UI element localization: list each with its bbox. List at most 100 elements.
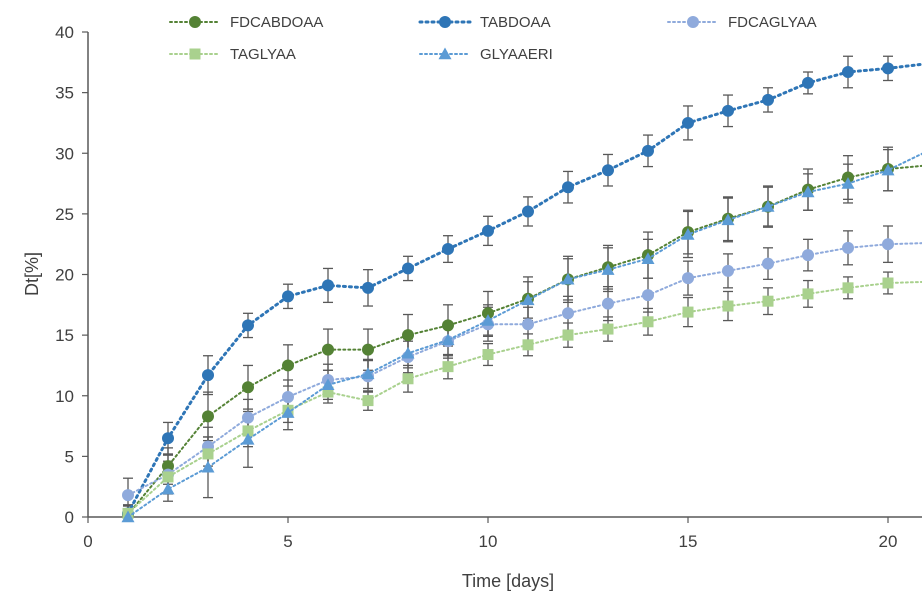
data-point [681, 227, 695, 240]
data-point [522, 205, 534, 218]
data-point [442, 361, 454, 373]
data-point [362, 395, 374, 407]
data-point [402, 373, 414, 385]
x-tick-label: 0 [83, 532, 92, 551]
data-point [282, 390, 294, 403]
x-tick-label: 5 [283, 532, 292, 551]
legend-marker [438, 47, 452, 60]
legend-label: GLYAAERI [480, 46, 553, 63]
series-layer [121, 62, 922, 523]
data-point [561, 272, 575, 285]
y-tick-label: 40 [55, 23, 74, 42]
legend-marker [189, 16, 201, 28]
data-point [322, 343, 334, 356]
data-point [162, 432, 174, 445]
legend-label: FDCAGLYAA [728, 14, 817, 31]
error-bars [123, 55, 893, 518]
data-point [402, 329, 414, 342]
x-axis-title: Time [days] [462, 571, 554, 591]
data-point [721, 213, 735, 226]
data-point [242, 319, 254, 332]
data-point [162, 471, 174, 483]
series-line-taglyaa [127, 280, 922, 515]
y-tick-label: 10 [55, 387, 74, 406]
legend-label: FDCABDOAA [230, 14, 323, 31]
legend-label: TABDOAA [480, 14, 551, 31]
data-point [242, 381, 254, 394]
data-point [481, 314, 495, 326]
data-point [522, 339, 534, 351]
legend-item-tabdoaa: TABDOAA [418, 14, 551, 31]
error-bars-tabdoaa [123, 55, 893, 518]
legend-item-glyaaeri: GLYAAERI [419, 46, 553, 63]
markers-taglyaa [122, 277, 894, 519]
data-point [322, 279, 334, 292]
data-point [802, 288, 814, 300]
series-line-fdcaglyaa [127, 242, 922, 497]
data-point [842, 241, 854, 254]
data-point [882, 238, 894, 251]
markers-fdcaglyaa [122, 238, 894, 502]
data-point [802, 76, 814, 89]
x-tick-label: 20 [879, 532, 898, 551]
data-point [202, 410, 214, 423]
data-point [802, 249, 814, 262]
data-point [122, 489, 134, 502]
data-point [202, 448, 214, 460]
data-point [562, 181, 574, 194]
data-point [602, 297, 614, 310]
data-point [322, 386, 334, 398]
data-point [762, 93, 774, 106]
y-tick-label: 15 [55, 326, 74, 345]
data-point [162, 460, 174, 473]
data-point [722, 264, 734, 277]
data-point [682, 272, 694, 285]
data-point [482, 224, 494, 237]
data-point [722, 300, 734, 312]
error-bars-fdcaglyaa [123, 225, 893, 513]
data-point [641, 252, 655, 264]
data-point [521, 293, 535, 306]
data-point [562, 329, 574, 341]
data-point [202, 369, 214, 382]
legend-label: TAGLYAA [230, 46, 296, 63]
data-point [361, 367, 375, 380]
y-tick-label: 0 [65, 508, 74, 527]
data-point [242, 425, 254, 437]
data-point [881, 163, 895, 176]
legend: FDCABDOAA TABDOAA FDCAGLYAA TAGLYAA GLYAAERI [169, 14, 817, 63]
x-tick-label: 15 [679, 532, 698, 551]
data-point [282, 359, 294, 372]
axes: 0 5 10 15 20 25 30 35 40 0 5 10 15 20 [55, 23, 922, 551]
data-point [841, 177, 855, 189]
series-line-glyaaeri [127, 152, 922, 518]
data-point [482, 349, 494, 361]
data-point [882, 62, 894, 75]
data-point [762, 295, 774, 307]
markers-fdcabdoaa [122, 163, 894, 521]
data-point [882, 277, 894, 289]
data-point [242, 411, 254, 424]
data-point [842, 66, 854, 79]
data-point [401, 346, 415, 359]
data-point [842, 282, 854, 294]
y-tick-label: 35 [55, 84, 74, 103]
data-point [602, 164, 614, 177]
data-point [402, 262, 414, 275]
data-point [442, 319, 454, 332]
data-point [801, 185, 815, 198]
markers-glyaaeri [121, 155, 922, 523]
data-point [442, 243, 454, 256]
y-tick-label: 20 [55, 266, 74, 285]
y-tick-label: 30 [55, 144, 74, 163]
data-point [241, 432, 255, 445]
legend-marker [687, 16, 699, 28]
data-point [482, 307, 494, 320]
error-bars-taglyaa [123, 271, 893, 518]
series-line-tabdoaa [126, 62, 922, 515]
data-point [522, 318, 534, 331]
legend-item-fdcaglyaa: FDCAGLYAA [667, 14, 817, 31]
data-point [642, 144, 654, 157]
y-tick-label: 5 [65, 447, 74, 466]
